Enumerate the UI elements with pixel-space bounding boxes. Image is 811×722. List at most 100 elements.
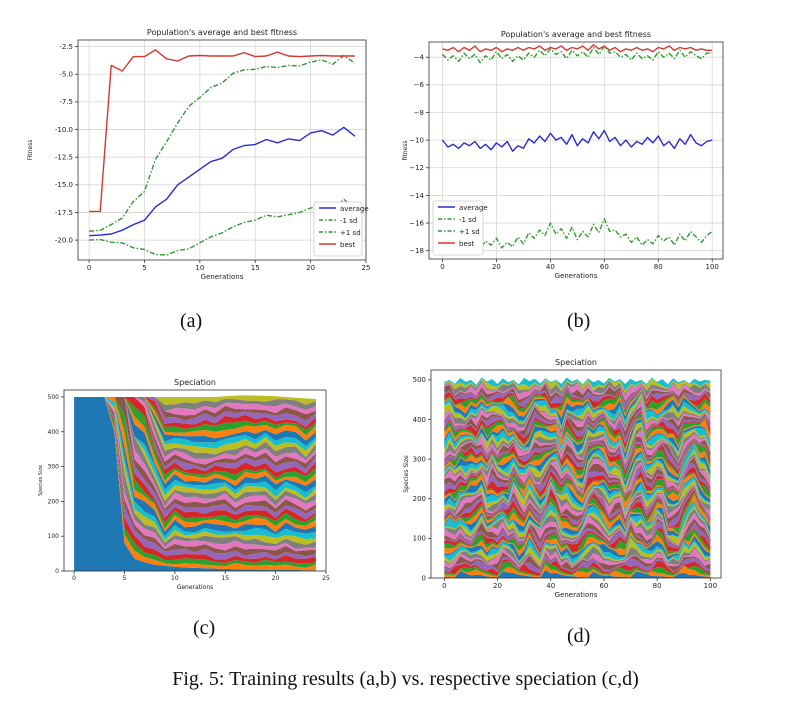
y-tick-label: 400: [48, 429, 60, 436]
species-area: [444, 388, 711, 415]
x-tick-label: 0: [87, 264, 91, 272]
species-area: [74, 397, 316, 483]
species-area: [444, 378, 711, 394]
x-tick-label: 0: [440, 263, 444, 271]
y-axis-label: Species Size: [403, 455, 410, 493]
species-area: [444, 512, 711, 547]
species-area: [444, 558, 711, 576]
species-area: [74, 397, 316, 416]
plot-frame: [77, 39, 367, 261]
species-area: [444, 381, 711, 402]
x-tick-label: 20: [306, 264, 315, 272]
x-tick-label: 80: [654, 263, 663, 271]
panel-d: Speciation 0 20 40 60 80 100 0 100 200 300 400 500 Ge…: [395, 352, 725, 611]
species-area: [444, 418, 711, 459]
x-tick-label: 10: [195, 264, 204, 272]
series-line--1-sd: [89, 54, 356, 232]
legend-label: average: [340, 205, 369, 213]
y-axis-label: fitness: [402, 141, 409, 161]
speciation-chart-d: Speciation 0 20 40 60 80 100 0 100 200 300 400 500 Ge…: [403, 358, 722, 599]
species-area: [74, 397, 316, 478]
plot-frame: [430, 369, 722, 579]
y-tick-label: -17.5: [55, 209, 73, 217]
species-area: [444, 389, 711, 418]
series-line-average: [441, 129, 713, 152]
species-area: [74, 397, 316, 412]
plot-frame: [63, 389, 327, 572]
species-area: [74, 397, 316, 474]
y-tick-label: -12.5: [55, 154, 73, 162]
x-tick-label: 15: [221, 575, 229, 582]
species-area: [444, 570, 711, 578]
species-area: [74, 397, 316, 541]
x-axis-label: Generations: [177, 584, 214, 591]
x-tick-label: 20: [272, 575, 280, 582]
species-area: [444, 559, 711, 577]
series-line--1-sd: [441, 45, 713, 64]
panel-label-d: (d): [567, 625, 591, 647]
y-tick-label: −12: [409, 164, 424, 172]
legend: average -1 sd +1 sd best: [313, 201, 369, 257]
fitness-chart-b: Population's average and best fitness 0 20…: [402, 30, 724, 280]
species-area: [74, 397, 316, 502]
legend-label: average: [459, 204, 488, 212]
species-area: [74, 397, 316, 486]
species-area: [74, 397, 316, 469]
species-area: [74, 397, 316, 436]
x-tick-label: 20: [492, 263, 501, 271]
x-axis-label: Generations: [201, 273, 244, 281]
y-tick-label: 400: [413, 416, 426, 424]
x-tick-label: 40: [546, 263, 555, 271]
legend-label: -1 sd: [340, 217, 357, 225]
x-tick-label: 20: [493, 582, 502, 590]
species-area: [74, 397, 316, 446]
y-axis-label: Fitness: [27, 140, 34, 161]
y-tick-label: −8: [414, 109, 424, 117]
y-tick-label: 100: [48, 533, 60, 540]
species-area: [444, 444, 711, 488]
species-area: [74, 397, 316, 511]
species-area: [444, 443, 711, 487]
species-area: [444, 380, 711, 398]
species-area: [74, 397, 316, 430]
y-axis-label: Species Size: [38, 465, 44, 496]
species-area: [74, 397, 316, 549]
species-area: [444, 422, 711, 462]
species-area: [444, 436, 711, 467]
y-tick-label: −10: [409, 136, 424, 144]
species-area: [444, 383, 711, 404]
panel-label-b: (b): [567, 310, 591, 332]
x-tick-label: 80: [653, 582, 662, 590]
legend-label: best: [340, 241, 355, 249]
species-area: [444, 564, 711, 578]
species-area: [444, 535, 711, 562]
species-area: [74, 395, 316, 405]
species-area: [74, 397, 316, 441]
y-tick-label: −6: [414, 81, 425, 89]
species-area: [444, 538, 711, 566]
species-area: [444, 548, 711, 569]
chart-title: Speciation: [174, 378, 216, 387]
species-area: [74, 397, 316, 537]
y-tick-label: 300: [48, 464, 60, 471]
y-tick-label: 100: [413, 535, 426, 543]
y-tick-label: 500: [48, 394, 60, 401]
panel-a: Population's average and best fitness 0 5 1…: [20, 28, 370, 292]
series-line-best: [89, 49, 355, 213]
species-area: [444, 466, 711, 499]
legend-label: +1 sd: [459, 228, 480, 236]
species-area: [444, 413, 711, 451]
y-tick-label: −18: [409, 247, 424, 255]
y-tick-label: 0: [55, 568, 59, 575]
x-tick-label: 25: [362, 264, 370, 272]
species-area: [74, 397, 316, 499]
panel-label-a: (a): [180, 310, 203, 332]
series-line-best: [442, 44, 713, 53]
legend-label: +1 sd: [340, 229, 361, 237]
species-area: [74, 397, 316, 427]
chart-title: Population's average and best fitness: [501, 30, 651, 39]
x-tick-label: 5: [142, 264, 146, 272]
fitness-chart-a: Population's average and best fitness 0 5 1…: [27, 28, 370, 281]
species-area: [74, 397, 316, 507]
chart-title: Population's average and best fitness: [147, 28, 297, 37]
